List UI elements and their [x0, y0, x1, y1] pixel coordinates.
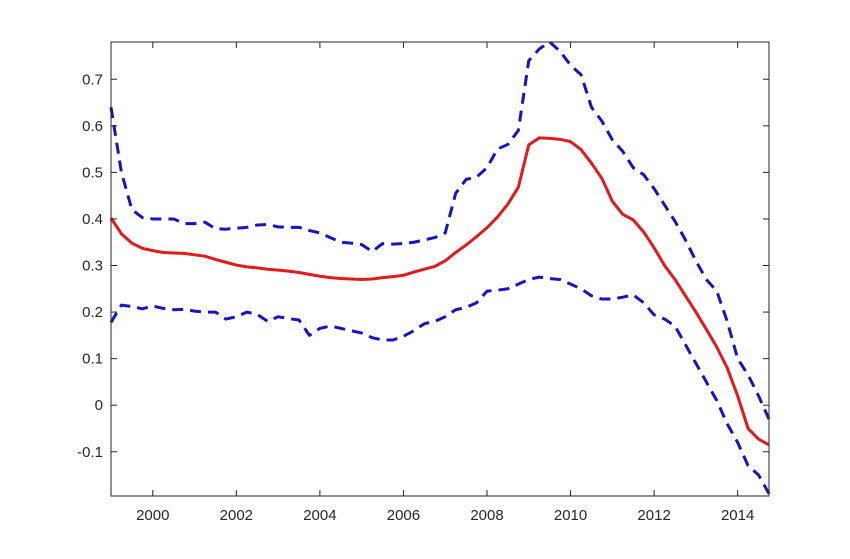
x-axis: 2000 2002 2004 2006 2008 2010 2012 2014: [136, 42, 754, 524]
x-tick-label: 2002: [220, 507, 253, 524]
y-axis: -0.1 0 0.1 0.2 0.3 0.4 0.5 0.6 0.7: [77, 71, 769, 461]
y-tick-label: 0.7: [82, 71, 103, 88]
x-tick-label: 2006: [387, 507, 420, 524]
x-tick-label: 2014: [721, 507, 754, 524]
y-tick-label: 0.1: [82, 351, 103, 368]
x-tick-label: 2004: [303, 507, 336, 524]
y-tick-label: 0: [95, 397, 103, 414]
y-tick-label: -0.1: [77, 444, 103, 461]
y-tick-label: 0.5: [82, 164, 103, 181]
x-tick-label: 2008: [470, 507, 503, 524]
estimate-line: [109, 136, 770, 447]
y-tick-label: 0.2: [82, 304, 103, 321]
y-tick-label: 0.3: [82, 258, 103, 275]
upper-band-line: [109, 40, 771, 420]
lower-band-line: [109, 275, 771, 495]
series-layer: [109, 40, 771, 495]
y-tick-label: 0.4: [82, 211, 103, 228]
plot-frame: [110, 41, 770, 497]
x-tick-label: 2000: [136, 507, 169, 524]
x-tick-label: 2010: [554, 507, 587, 524]
y-tick-label: 0.6: [82, 118, 103, 135]
x-tick-label: 2012: [637, 507, 670, 524]
